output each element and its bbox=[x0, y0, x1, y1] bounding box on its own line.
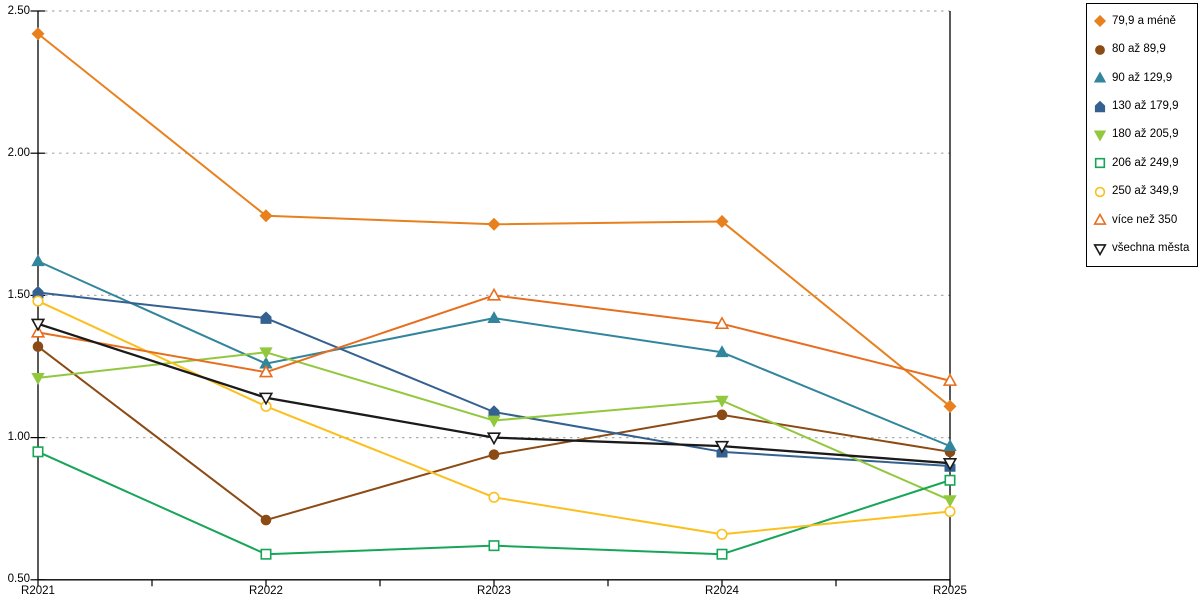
x-axis-tick-label: R2023 bbox=[477, 585, 511, 597]
legend-label: 90 až 129,9 bbox=[1112, 71, 1173, 84]
legend-label: více než 350 bbox=[1112, 213, 1178, 226]
legend: 79,9 a méně 80 až 89,9 90 až 129,9 130 a… bbox=[1086, 3, 1198, 267]
legend-label: 80 až 89,9 bbox=[1112, 43, 1166, 56]
triangle-up-outline-icon bbox=[1093, 213, 1107, 226]
x-axis-tick-label: R2022 bbox=[249, 585, 283, 597]
triangle-down-outline-icon bbox=[1093, 243, 1107, 256]
legend-item: 180 až 205,9 bbox=[1093, 128, 1197, 142]
legend-item: 250 až 349,9 bbox=[1093, 185, 1197, 199]
circle-icon bbox=[1095, 44, 1105, 55]
legend-item: všechna města bbox=[1093, 242, 1197, 256]
legend-item: 90 až 129,9 bbox=[1093, 71, 1197, 85]
triangle-up-icon bbox=[1093, 71, 1107, 83]
legend-label: 180 až 205,9 bbox=[1112, 128, 1179, 141]
square-outline-icon bbox=[1094, 158, 1106, 169]
triangle-down-icon bbox=[1093, 130, 1107, 142]
x-axis-tick-label: R2021 bbox=[21, 585, 55, 597]
legend-item: 80 až 89,9 bbox=[1093, 43, 1197, 57]
legend-label: 206 až 249,9 bbox=[1112, 156, 1179, 169]
x-axis-tick-label: R2025 bbox=[933, 585, 967, 597]
legend-item: 206 až 249,9 bbox=[1093, 156, 1197, 170]
legend-item: více než 350 bbox=[1093, 213, 1197, 227]
x-axis-tick-label: R2024 bbox=[705, 585, 739, 597]
legend-item: 130 až 179,9 bbox=[1093, 100, 1197, 114]
y-axis-tick-label: 2.00 bbox=[7, 147, 30, 159]
pentagon-icon bbox=[1094, 100, 1106, 112]
diamond-icon bbox=[1093, 15, 1107, 28]
circle-outline-icon bbox=[1094, 186, 1106, 198]
legend-label: 130 až 179,9 bbox=[1112, 100, 1179, 113]
y-axis-tick-label: 1.00 bbox=[7, 431, 30, 443]
y-axis-tick-label: 2.50 bbox=[7, 5, 30, 17]
y-axis-tick-label: 1.50 bbox=[7, 289, 30, 301]
y-axis-tick-label: 0.50 bbox=[7, 573, 30, 585]
legend-label: 79,9 a méně bbox=[1112, 14, 1176, 27]
legend-label: 250 až 349,9 bbox=[1112, 185, 1179, 198]
legend-item: 79,9 a méně bbox=[1093, 14, 1197, 28]
legend-label: všechna města bbox=[1112, 242, 1190, 255]
